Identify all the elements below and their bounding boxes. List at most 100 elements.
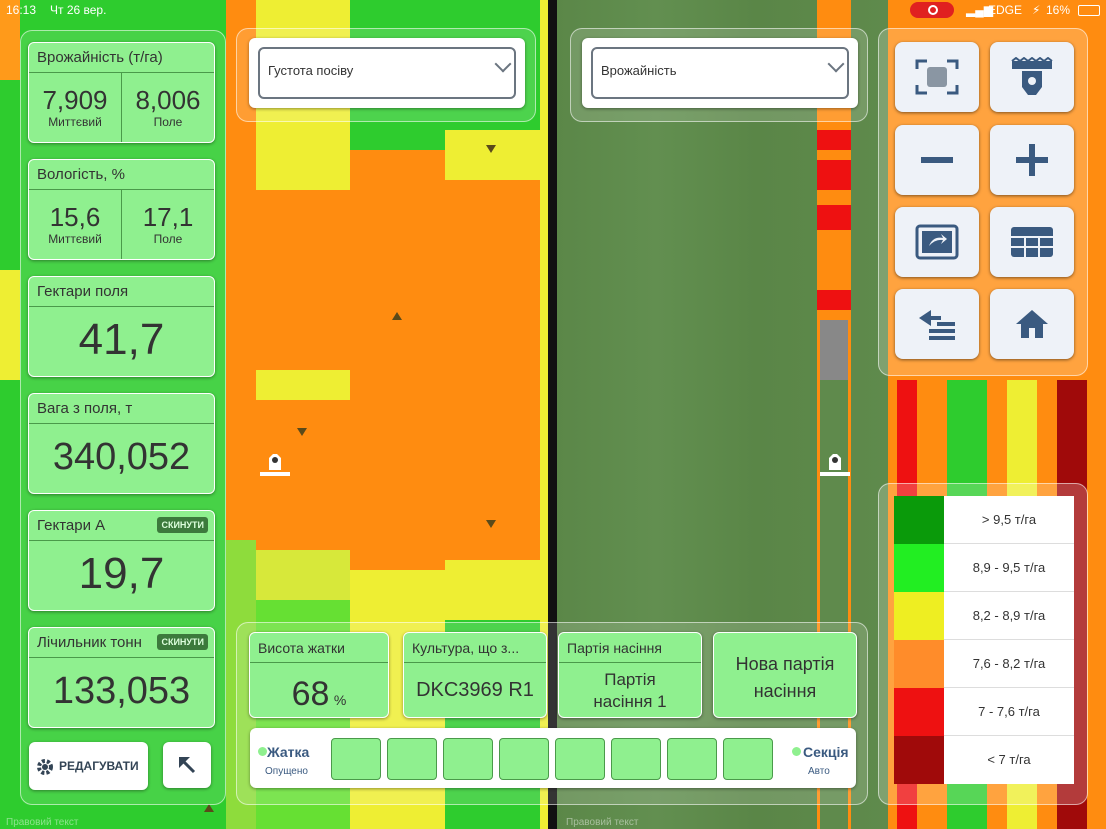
minus-icon	[921, 157, 953, 163]
expand-button[interactable]	[163, 742, 211, 788]
charging-icon: ⚡	[1032, 3, 1041, 17]
home-icon	[1016, 310, 1048, 338]
table-icon	[1011, 227, 1053, 257]
section-button-3[interactable]	[443, 738, 493, 780]
legend-swatch	[894, 592, 944, 640]
section-mode-toggle[interactable]: Секція Авто	[790, 740, 856, 782]
legend-label: 8,2 - 8,9 т/га	[972, 608, 1046, 623]
status-battery: 16%	[1046, 3, 1071, 17]
zoom-in-button[interactable]	[990, 125, 1074, 195]
combine-header-icon	[1011, 57, 1053, 95]
seed-batch-card[interactable]: Партія насіння Партія насіння 1	[558, 632, 702, 718]
hectares-a-card[interactable]: Гектари А СКИНУТИ 19,7	[28, 510, 215, 611]
card-title: Гектари поля	[29, 277, 214, 307]
edit-button[interactable]: РЕДАГУВАТИ	[29, 742, 148, 790]
legend-row: 7 - 7,6 т/га	[894, 688, 1074, 736]
section-button-8[interactable]	[723, 738, 773, 780]
combine-icon	[820, 454, 850, 476]
map-strip	[817, 160, 851, 190]
legend-row: 7,6 - 8,2 т/га	[894, 640, 1074, 688]
map-strip	[817, 290, 851, 310]
legal-text-right[interactable]: Правовий текст	[566, 817, 639, 828]
new-batch-button[interactable]: Нова партія насіння	[713, 632, 857, 718]
arrow-up-left-icon	[178, 756, 196, 774]
direction-arrow	[486, 520, 496, 528]
legend-swatch	[894, 688, 944, 736]
combine-view-button[interactable]	[990, 42, 1074, 112]
seed-batch-value: Партія насіння 1	[593, 670, 667, 711]
left-layer-dropdown[interactable]: Густота посіву	[249, 38, 525, 108]
section-mode-label: Секція	[803, 744, 849, 760]
table-view-button[interactable]	[990, 207, 1074, 277]
map-strip	[0, 80, 20, 270]
map-strip	[0, 270, 20, 380]
section-button-7[interactable]	[667, 738, 717, 780]
fit-view-button[interactable]	[895, 42, 979, 112]
plus-icon	[1016, 144, 1048, 176]
screen-switch-button[interactable]	[895, 207, 979, 277]
header-height-card[interactable]: Висота жатки 68 %	[249, 632, 389, 718]
yield-field-value: 8,006	[135, 85, 201, 115]
status-dot-icon	[258, 747, 267, 756]
status-date: Чт 26 вер.	[50, 3, 107, 17]
new-batch-label: Нова партія насіння	[735, 654, 835, 701]
map-strip	[817, 130, 851, 150]
map-strip	[817, 205, 851, 230]
map-strip	[540, 0, 548, 829]
legend-row: < 7 т/га	[894, 736, 1074, 784]
field-weight-value: 340,052	[52, 436, 191, 478]
moisture-card[interactable]: Вологість, % 15,6 Миттєвий 17,1 Поле	[28, 159, 215, 260]
moisture-instant-label: Миттєвий	[48, 232, 102, 246]
legend-swatch	[894, 640, 944, 688]
legend-swatch	[894, 496, 944, 544]
direction-arrow	[204, 804, 214, 812]
left-layer-value: Густота посіву	[268, 63, 354, 78]
moisture-field-value: 17,1	[142, 202, 194, 232]
legend-label: 8,9 - 9,5 т/га	[972, 560, 1046, 575]
legend-label: > 9,5 т/га	[981, 512, 1037, 527]
reset-button[interactable]: СКИНУТИ	[157, 634, 208, 650]
layers-back-button[interactable]	[895, 289, 979, 359]
direction-arrow	[392, 312, 402, 320]
yield-card[interactable]: Врожайність (т/га) 7,909 Миттєвий 8,006 По…	[28, 42, 215, 143]
map-strip	[256, 550, 350, 600]
legal-text-left[interactable]: Правовий текст	[6, 817, 79, 828]
map-strip	[445, 560, 540, 620]
crop-card[interactable]: Культура, що з... DKC3969 R1	[403, 632, 547, 718]
section-button-2[interactable]	[387, 738, 437, 780]
header-toggle[interactable]: Жатка Опущено	[256, 740, 320, 782]
zoom-out-button[interactable]	[895, 125, 979, 195]
split-divider[interactable]	[548, 0, 557, 829]
card-title: Вага з поля, т	[29, 394, 214, 424]
home-button[interactable]	[990, 289, 1074, 359]
gear-icon	[37, 759, 53, 775]
legend-label: 7 - 7,6 т/га	[978, 704, 1040, 719]
ton-counter-card[interactable]: Лічильник тонн СКИНУТИ 133,053	[28, 627, 215, 728]
reset-button[interactable]: СКИНУТИ	[157, 517, 208, 533]
section-button-6[interactable]	[611, 738, 661, 780]
right-layer-dropdown[interactable]: Врожайність	[582, 38, 858, 108]
map-strip	[445, 180, 540, 560]
status-time: 16:13	[6, 3, 37, 17]
ton-counter-value: 133,053	[52, 670, 191, 712]
card-title: Лічильник тонн	[29, 628, 214, 658]
right-layer-value: Врожайність	[601, 63, 677, 78]
section-button-5[interactable]	[555, 738, 605, 780]
record-icon	[928, 5, 938, 15]
moisture-field-label: Поле	[153, 232, 183, 246]
section-button-1[interactable]	[331, 738, 381, 780]
legend-label: < 7 т/га	[987, 752, 1031, 767]
hectares-a-value: 19,7	[78, 549, 165, 598]
status-bar: 16:13 Чт 26 вер. ▂▄▆ EDGE ⚡ 16%	[0, 0, 1106, 22]
header-height-value: 68	[291, 675, 330, 713]
crop-value: DKC3969 R1	[416, 679, 534, 701]
section-mode-state: Авто	[808, 766, 830, 777]
field-hectares-card[interactable]: Гектари поля 41,7	[28, 276, 215, 377]
section-button-4[interactable]	[499, 738, 549, 780]
battery-icon	[1078, 5, 1100, 16]
moisture-instant-value: 15,6	[49, 202, 101, 232]
field-weight-card[interactable]: Вага з поля, т 340,052	[28, 393, 215, 494]
card-title: Вологість, %	[29, 160, 214, 190]
card-title: Культура, що з...	[404, 633, 546, 663]
legend-row: 8,2 - 8,9 т/га	[894, 592, 1074, 640]
